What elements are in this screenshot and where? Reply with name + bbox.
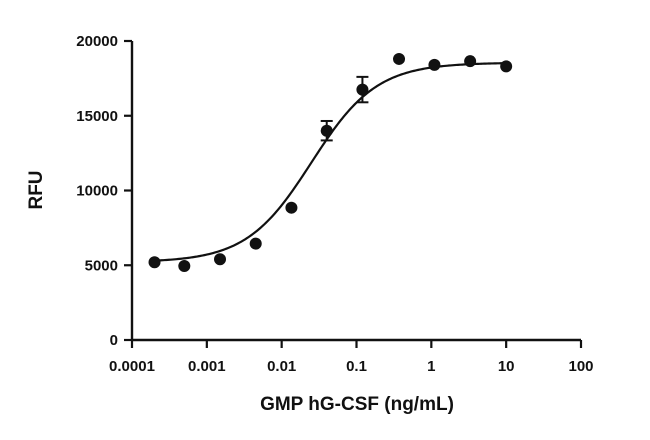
y-tick-label: 20000 bbox=[76, 33, 118, 50]
y-ticks: 0 5000 10000 15000 20000 bbox=[76, 33, 132, 349]
data-point bbox=[148, 256, 161, 269]
x-tick-label: 0.0001 bbox=[109, 358, 155, 375]
data-point bbox=[320, 124, 333, 137]
x-tick-label: 1 bbox=[427, 358, 435, 375]
x-ticks: 0.0001 0.001 0.01 0.1 1 10 100 bbox=[109, 340, 594, 375]
y-tick-label: 0 bbox=[110, 332, 118, 349]
data-point bbox=[214, 253, 227, 266]
y-axis-title: RFU bbox=[26, 170, 47, 209]
data-point bbox=[464, 55, 477, 68]
data-points bbox=[148, 52, 513, 272]
y-tick-label: 15000 bbox=[76, 108, 118, 125]
x-tick-label: 0.001 bbox=[188, 358, 226, 375]
data-point bbox=[393, 52, 406, 65]
data-point bbox=[178, 259, 191, 272]
fit-curve bbox=[154, 62, 507, 262]
data-point bbox=[285, 201, 298, 214]
data-point bbox=[500, 60, 513, 73]
data-point bbox=[428, 58, 441, 71]
data-point bbox=[249, 237, 262, 250]
x-axis-title: GMP hG-CSF (ng/mL) bbox=[260, 394, 454, 415]
x-tick-label: 100 bbox=[568, 358, 593, 375]
x-tick-label: 10 bbox=[498, 358, 515, 375]
y-tick-label: 10000 bbox=[76, 183, 118, 200]
x-tick-label: 0.01 bbox=[267, 358, 296, 375]
axes bbox=[130, 41, 581, 342]
data-point bbox=[356, 83, 369, 96]
x-tick-label: 0.1 bbox=[346, 358, 367, 375]
y-tick-label: 5000 bbox=[85, 257, 118, 274]
